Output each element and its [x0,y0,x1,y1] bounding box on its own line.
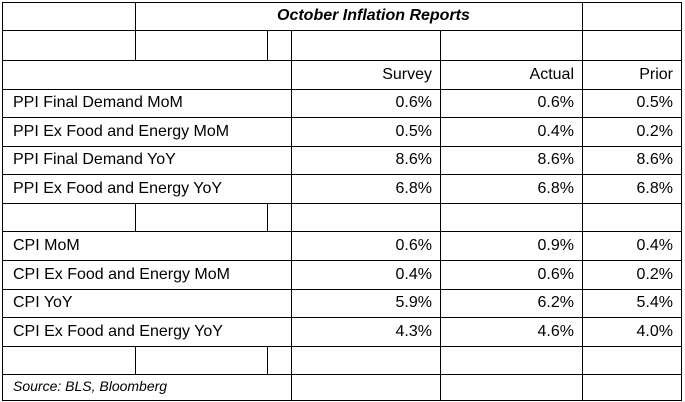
table-cell [291,346,440,374]
page-title: October Inflation Reports [135,2,582,30]
table-row-label: CPI Ex Food and Energy YoY [2,317,291,346]
prior-value: 4.0% [636,323,673,340]
actual-value: 0.6% [537,94,574,111]
survey-value: 0.4% [395,266,432,283]
survey-cell: 0.6% [291,89,440,117]
survey-value: 4.3% [395,323,432,340]
column-header-survey: Survey [291,60,440,89]
actual-value: 0.9% [537,237,574,254]
survey-value: 0.5% [395,123,432,140]
actual-value: 0.6% [537,266,574,283]
actual-value: 0.4% [537,123,574,140]
table-cell [582,2,682,30]
header-text: Survey [382,66,432,83]
prior-cell: 8.6% [582,146,682,174]
survey-cell: 0.6% [291,231,440,260]
prior-value: 6.8% [636,180,673,197]
table-cell [291,374,440,401]
table-cell [291,30,440,60]
prior-value: 5.4% [636,294,673,311]
table-cell [582,346,682,374]
table-cell [267,30,291,60]
actual-value: 4.6% [537,323,574,340]
header-text: Actual [529,66,574,83]
prior-cell: 6.8% [582,174,682,203]
survey-cell: 5.9% [291,289,440,317]
row-label: CPI YoY [13,294,73,311]
survey-cell: 0.4% [291,260,440,289]
survey-cell: 6.8% [291,174,440,203]
row-label: CPI Ex Food and Energy MoM [13,266,230,283]
table-cell [440,203,582,231]
table-cell [135,203,267,231]
column-header-actual: Actual [440,60,582,89]
row-label: CPI MoM [13,237,80,254]
actual-value: 6.2% [537,294,574,311]
actual-cell: 0.6% [440,89,582,117]
prior-cell: 4.0% [582,317,682,346]
survey-cell: 8.6% [291,146,440,174]
table-row-label: PPI Final Demand YoY [2,146,291,174]
prior-cell: 0.2% [582,260,682,289]
survey-value: 0.6% [395,237,432,254]
survey-value: 6.8% [395,180,432,197]
actual-cell: 0.6% [440,260,582,289]
actual-cell: 4.6% [440,317,582,346]
table-cell [135,30,267,60]
table-row-label: PPI Ex Food and Energy MoM [2,117,291,146]
table-cell [135,346,267,374]
table-cell [440,374,582,401]
prior-value: 8.6% [636,151,673,168]
prior-value: 0.4% [636,237,673,254]
row-label: PPI Ex Food and Energy MoM [13,123,230,140]
table-cell [267,346,291,374]
source-text: Source: BLS, Bloomberg [13,378,168,394]
table-cell [2,346,135,374]
table-cell [2,30,135,60]
actual-cell: 6.2% [440,289,582,317]
prior-value: 0.5% [636,94,673,111]
row-label: PPI Final Demand YoY [13,151,176,168]
survey-cell: 4.3% [291,317,440,346]
actual-cell: 0.4% [440,117,582,146]
prior-cell: 0.4% [582,231,682,260]
table-row-label: PPI Final Demand MoM [2,89,291,117]
row-label: PPI Ex Food and Energy YoY [13,180,223,197]
actual-value: 6.8% [537,180,574,197]
table-row-label: CPI YoY [2,289,291,317]
actual-value: 8.6% [537,151,574,168]
title-text: October Inflation Reports [277,7,470,24]
survey-value: 8.6% [395,151,432,168]
table-cell [2,60,291,89]
table-cell [2,203,135,231]
row-label: PPI Final Demand MoM [13,94,183,111]
prior-value: 0.2% [636,266,673,283]
table-cell [582,374,682,401]
survey-cell: 0.5% [291,117,440,146]
table-row-label: PPI Ex Food and Energy YoY [2,174,291,203]
prior-cell: 0.2% [582,117,682,146]
prior-cell: 5.4% [582,289,682,317]
table-cell [267,203,291,231]
source-note: Source: BLS, Bloomberg [2,374,291,401]
survey-value: 0.6% [395,94,432,111]
table-cell [440,30,582,60]
table-cell [2,2,135,30]
header-text: Prior [639,66,673,83]
prior-value: 0.2% [636,123,673,140]
table-row-label: CPI MoM [2,231,291,260]
row-label: CPI Ex Food and Energy YoY [13,323,223,340]
table-cell [582,203,682,231]
survey-value: 5.9% [395,294,432,311]
actual-cell: 8.6% [440,146,582,174]
prior-cell: 0.5% [582,89,682,117]
table-cell [291,203,440,231]
table-cell [440,346,582,374]
actual-cell: 0.9% [440,231,582,260]
table-cell [582,30,682,60]
actual-cell: 6.8% [440,174,582,203]
table-row-label: CPI Ex Food and Energy MoM [2,260,291,289]
column-header-prior: Prior [582,60,682,89]
